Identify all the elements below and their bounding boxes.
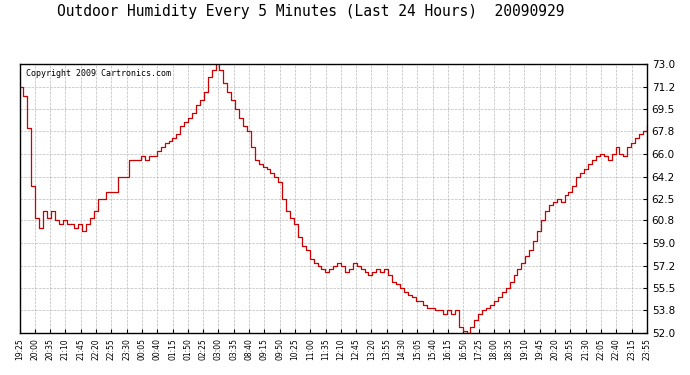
Text: Copyright 2009 Cartronics.com: Copyright 2009 Cartronics.com (26, 69, 170, 78)
Text: Outdoor Humidity Every 5 Minutes (Last 24 Hours)  20090929: Outdoor Humidity Every 5 Minutes (Last 2… (57, 4, 564, 19)
